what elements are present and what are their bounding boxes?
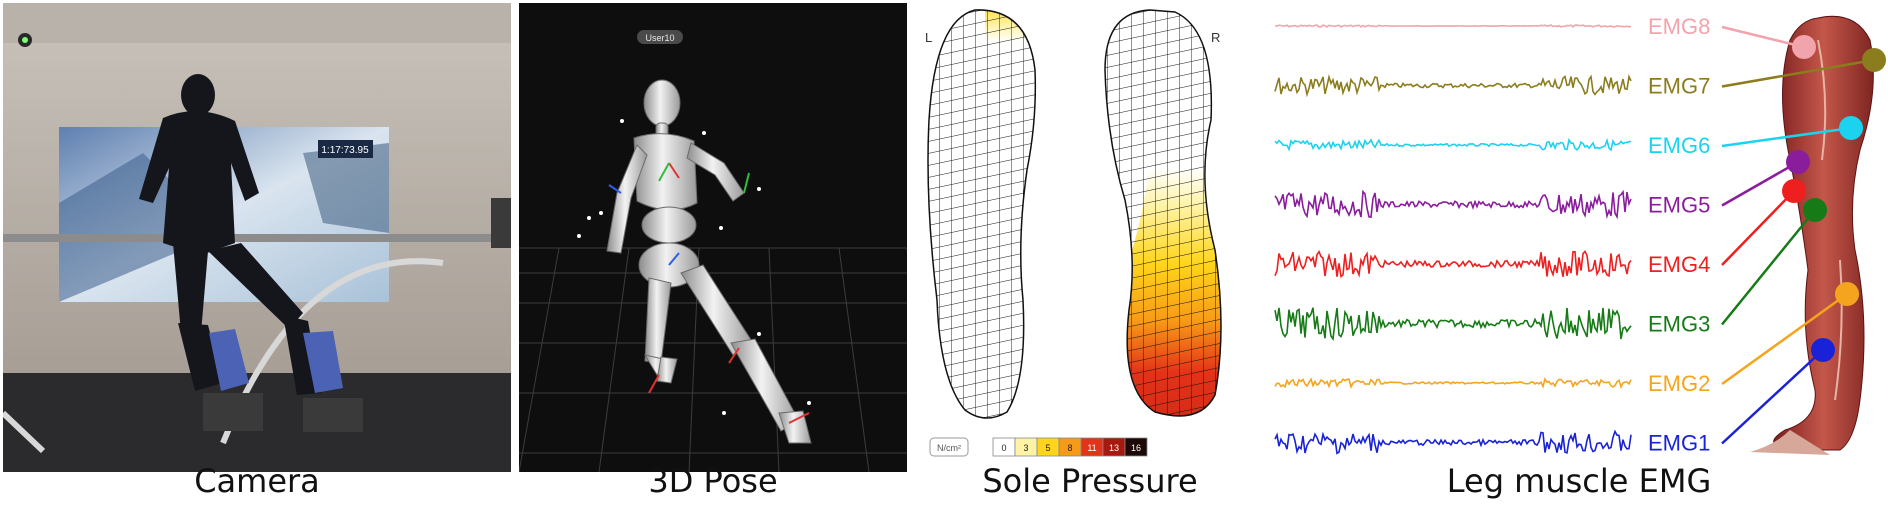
camera-panel: 1:17:73.95 [0, 3, 511, 472]
emg-connector-line [1721, 190, 1795, 266]
emg-connector-line [1721, 160, 1799, 207]
pressure-color-scale: 0 3 5 8 11 13 16 [992, 437, 1148, 457]
left-foot-label: L [925, 30, 932, 45]
scale-label: 8 [1067, 443, 1072, 453]
scale-label: 16 [1131, 443, 1141, 453]
right-sole [1105, 10, 1221, 416]
electrode-marker [1792, 35, 1816, 59]
emg-connector-line [1721, 126, 1852, 148]
emg-trace [1274, 137, 1632, 152]
right-foot-label: R [1211, 30, 1220, 45]
unit-box [929, 437, 969, 457]
left-sole [928, 9, 1036, 419]
electrode-marker [1839, 116, 1863, 140]
scale-label: 13 [1109, 443, 1119, 453]
emg-channel-label: EMG3 [1648, 312, 1710, 337]
scale-swatch [1124, 437, 1148, 457]
pose-render: User10 [518, 3, 950, 473]
emg-connector-line [1721, 209, 1816, 326]
emg-channel-label: EMG7 [1648, 74, 1710, 99]
scale-label: 3 [1023, 443, 1028, 453]
emg-trace [1274, 74, 1632, 98]
user-tag [637, 30, 683, 44]
pressure-unit: N/cm² [937, 443, 961, 453]
emg-channel-label: EMG2 [1648, 371, 1710, 396]
emg-channel-label: EMG5 [1648, 193, 1710, 218]
leg-anatomy [1750, 15, 1874, 455]
emg-trace [1274, 189, 1632, 220]
caption-sole-pressure: Sole Pressure [982, 462, 1198, 500]
electrode-marker [1803, 198, 1827, 222]
electrode-marker [1786, 150, 1810, 174]
emg-trace [1274, 376, 1632, 390]
sole-pressure-figure: L R N/cm² 0 3 5 8 11 13 16 [925, 9, 1222, 457]
scale-label: 0 [1001, 443, 1006, 453]
electrode-marker [1811, 338, 1835, 362]
emg-connector-line [1721, 349, 1824, 445]
user-tag-label: User10 [645, 33, 674, 43]
emg-trace [1274, 307, 1632, 342]
ground-grid [518, 247, 950, 473]
camera-photo: 1:17:73.95 [0, 3, 511, 472]
caption-camera: Camera [194, 462, 320, 500]
scale-label: 11 [1087, 443, 1096, 453]
emg-channel-label: EMG6 [1648, 133, 1710, 158]
mannequin [606, 79, 812, 444]
electrode-marker [1782, 179, 1806, 203]
emg-channel-label: EMG8 [1648, 14, 1710, 39]
sole-pressure-panel: L R N/cm² 0 3 5 8 11 13 16 [915, 0, 1265, 470]
emg-trace [1274, 249, 1632, 279]
caption-3d-pose: 3D Pose [648, 462, 778, 500]
emg-connectors [1721, 25, 1886, 445]
emg-connector-line [1721, 292, 1848, 386]
electrode-marker [1862, 48, 1886, 72]
caption-leg-muscle-emg: Leg muscle EMG [1446, 462, 1712, 500]
emg-connector-line [1721, 25, 1805, 49]
pose-panel: User10 [518, 3, 950, 473]
emg-labels: EMG8 EMG7 EMG6 EMG5 EMG4 EMG3 EMG2 EMG1 [1648, 14, 1710, 456]
electrode-marker [1835, 282, 1859, 306]
screen-readout: 1:17:73.95 [321, 145, 369, 156]
emg-channel-label: EMG4 [1648, 252, 1710, 277]
emg-trace [1274, 429, 1632, 455]
emg-connector-line [1721, 58, 1875, 88]
screen-readout-box [318, 140, 373, 158]
emg-figure: EMG8 EMG7 EMG6 EMG5 EMG4 EMG3 EMG2 EMG1 [1274, 14, 1886, 456]
emg-panel: EMG8 EMG7 EMG6 EMG5 EMG4 EMG3 EMG2 EMG1 [1270, 0, 1888, 470]
emg-trace [1274, 24, 1632, 28]
emg-traces [1274, 24, 1632, 455]
scale-label: 5 [1045, 443, 1050, 453]
emg-channel-label: EMG1 [1648, 431, 1710, 456]
